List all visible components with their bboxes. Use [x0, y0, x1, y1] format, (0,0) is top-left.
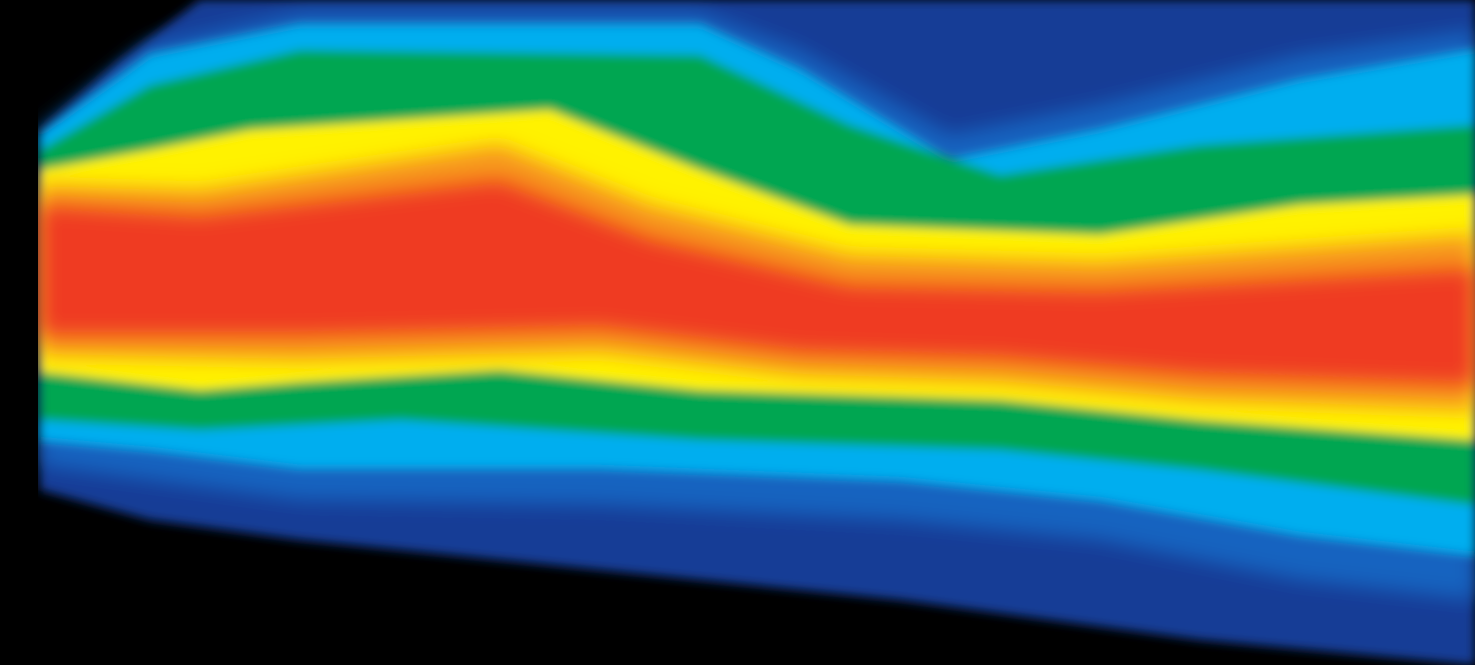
left-margin: [0, 0, 38, 665]
band-image: [0, 0, 1475, 665]
page: {}: [0, 0, 1475, 665]
